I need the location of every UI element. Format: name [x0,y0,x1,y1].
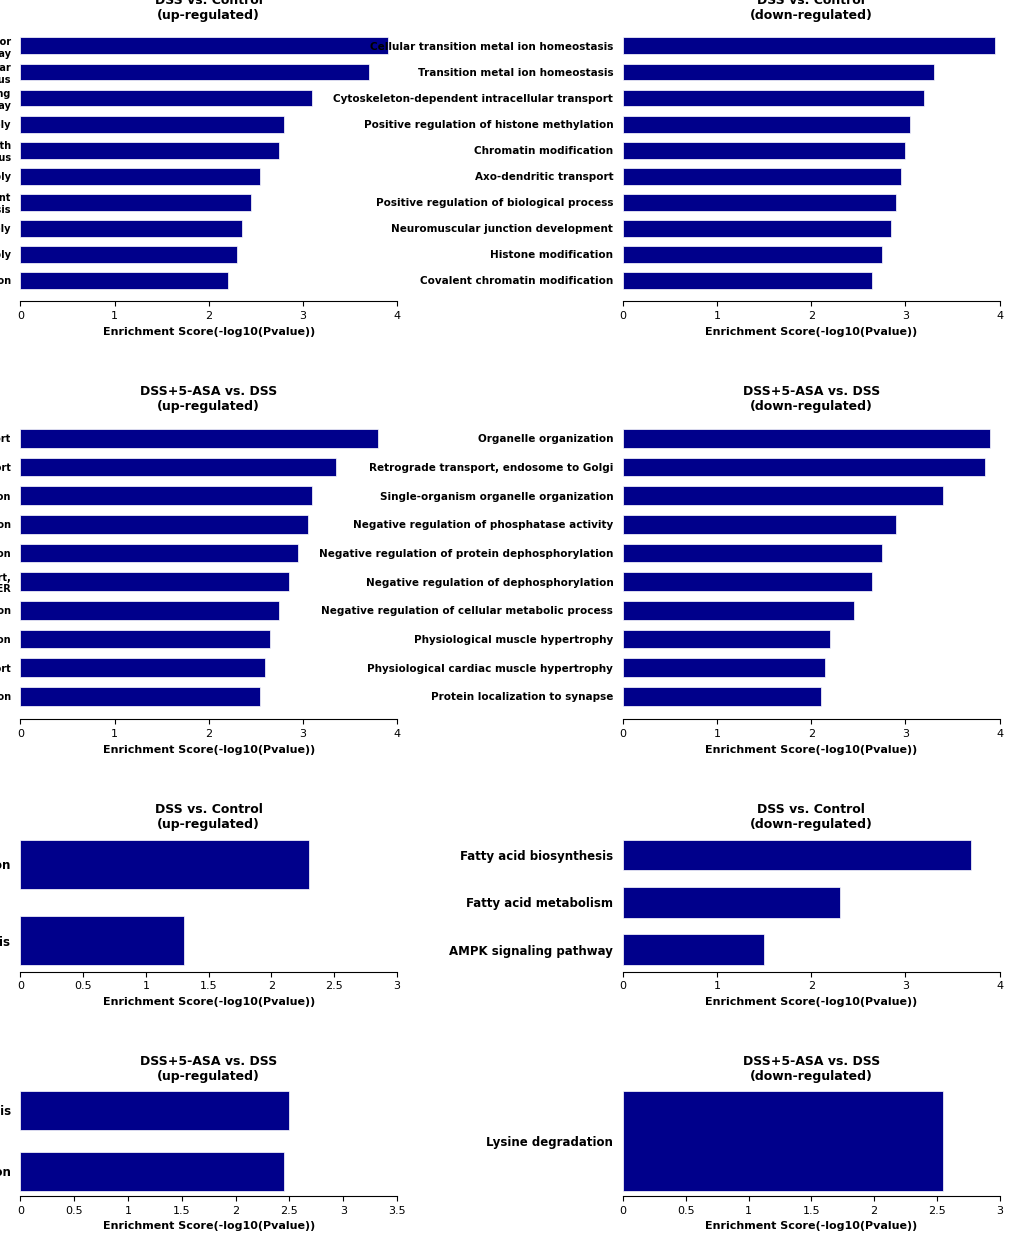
Bar [623,658,824,677]
X-axis label: Enrichment Score(-log10(Pvalue)): Enrichment Score(-log10(Pvalue)) [103,745,315,755]
Bar [623,629,829,648]
Bar [623,272,871,289]
Bar [623,219,891,237]
Bar [20,629,270,648]
Bar [20,840,309,890]
Bar [623,486,943,505]
Title: DSS+5-ASA vs. DSS
(up-regulated): DSS+5-ASA vs. DSS (up-regulated) [140,1055,277,1083]
Bar [20,245,236,263]
Bar [623,840,970,871]
X-axis label: Enrichment Score(-log10(Pvalue)): Enrichment Score(-log10(Pvalue)) [704,997,916,1007]
Bar [623,887,839,918]
Bar [20,219,242,237]
Bar [20,168,260,184]
X-axis label: Enrichment Score(-log10(Pvalue)): Enrichment Score(-log10(Pvalue)) [103,997,315,1007]
Bar [20,916,183,966]
Bar [623,142,905,158]
Bar [20,90,312,106]
Bar [20,543,298,562]
Title: DSS+5-ASA vs. DSS
(up-regulated): DSS+5-ASA vs. DSS (up-regulated) [140,385,277,412]
X-axis label: Enrichment Score(-log10(Pvalue)): Enrichment Score(-log10(Pvalue)) [103,1221,315,1231]
Title: DSS+5-ASA vs. DSS
(down-regulated): DSS+5-ASA vs. DSS (down-regulated) [742,385,879,412]
Title: DSS vs. Control
(up-regulated): DSS vs. Control (up-regulated) [155,802,262,831]
Bar [20,1090,289,1130]
Bar [20,658,265,677]
Bar [20,142,279,158]
Bar [623,193,895,211]
Bar [20,515,308,533]
Bar [623,934,763,966]
Bar [20,572,288,591]
Bar [623,116,909,132]
Bar [20,272,227,289]
Bar [623,515,895,533]
Bar [20,116,283,132]
Bar [623,601,853,619]
Bar [623,687,820,705]
X-axis label: Enrichment Score(-log10(Pvalue)): Enrichment Score(-log10(Pvalue)) [704,326,916,336]
Bar [623,64,932,81]
Bar [623,457,984,476]
Bar [20,601,279,619]
Bar [623,1090,943,1191]
Title: DSS vs. Control
(down-regulated): DSS vs. Control (down-regulated) [749,802,872,831]
X-axis label: Enrichment Score(-log10(Pvalue)): Enrichment Score(-log10(Pvalue)) [704,745,916,755]
Bar [20,429,378,447]
X-axis label: Enrichment Score(-log10(Pvalue)): Enrichment Score(-log10(Pvalue)) [704,1221,916,1231]
Bar [20,457,335,476]
Bar [623,37,994,55]
Bar [623,429,989,447]
Bar [20,37,387,55]
Title: DSS vs. Control
(up-regulated): DSS vs. Control (up-regulated) [155,0,262,22]
Bar [623,572,871,591]
Bar [623,245,881,263]
Bar [20,193,251,211]
Bar [623,168,900,184]
Bar [20,486,312,505]
Bar [20,1151,283,1191]
Title: DSS+5-ASA vs. DSS
(down-regulated): DSS+5-ASA vs. DSS (down-regulated) [742,1055,879,1083]
Bar [623,543,881,562]
Bar [20,64,369,81]
Bar [20,687,260,705]
Title: DSS vs. Control
(down-regulated): DSS vs. Control (down-regulated) [749,0,872,22]
Bar [623,90,923,106]
X-axis label: Enrichment Score(-log10(Pvalue)): Enrichment Score(-log10(Pvalue)) [103,326,315,336]
